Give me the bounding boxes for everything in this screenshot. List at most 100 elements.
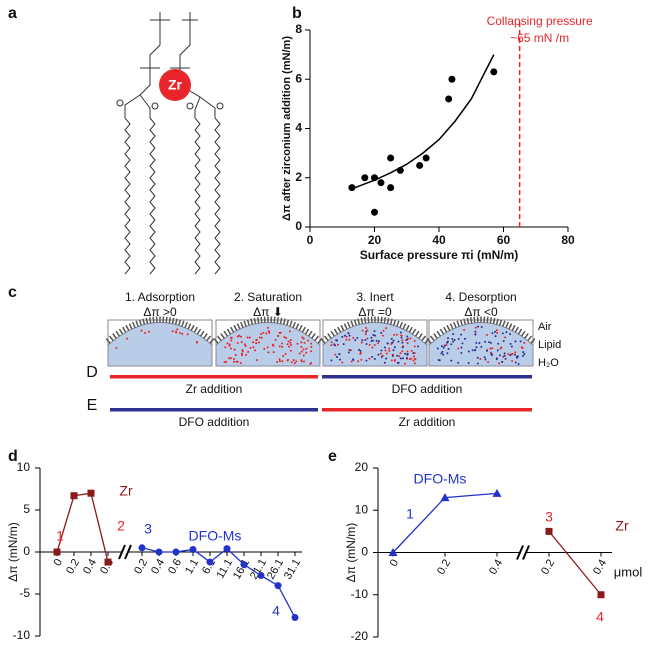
head-group: [179, 20, 191, 68]
molecule-dot: [230, 336, 233, 339]
molecule-dot: [352, 359, 355, 362]
lipid: [323, 335, 329, 342]
molecule-dot: [366, 337, 369, 340]
x-tick-label: 20: [368, 233, 382, 247]
axis-break: [516, 545, 524, 560]
molecule-dot: [413, 340, 416, 343]
molecule-dot: [489, 347, 492, 350]
lipid: [307, 330, 313, 337]
molecule-dot: [292, 359, 295, 362]
lipid: [196, 328, 202, 335]
molecule-dot: [245, 353, 248, 356]
molecule-dot: [244, 344, 247, 347]
y-tick-label: 10: [355, 502, 369, 516]
lipid: [530, 338, 536, 344]
marker: [492, 488, 502, 497]
molecule-dot: [487, 361, 490, 364]
molecule-dot: [241, 354, 244, 357]
series-label: Zr: [615, 518, 629, 534]
molecule-dot: [289, 349, 292, 352]
lipid: [433, 333, 438, 339]
fit-curve: [351, 54, 495, 190]
molecule-dot: [446, 340, 449, 343]
y-tick-label: 10: [17, 460, 31, 474]
lipid: [226, 328, 232, 335]
molecule-dot: [368, 343, 371, 346]
molecule-dot: [289, 338, 292, 341]
lipid: [505, 321, 509, 328]
lipid: [295, 323, 300, 330]
molecule-dot: [385, 357, 388, 360]
lipid: [443, 326, 448, 333]
molecule-dot: [401, 357, 404, 360]
molecule-dot: [497, 342, 500, 345]
ion-circle: [159, 69, 191, 101]
annotation: 4: [272, 603, 280, 619]
molecule-dot: [401, 339, 404, 342]
lipid: [199, 330, 205, 337]
annotation: 4: [596, 609, 604, 625]
lipid: [292, 321, 296, 328]
molecule-dot: [176, 328, 179, 331]
lipid: [411, 328, 417, 335]
annotation: 3: [144, 521, 152, 537]
y-tick-label: 0: [23, 544, 30, 558]
molecule-dot: [365, 330, 368, 333]
molecule-dot: [450, 343, 453, 346]
oxygen: [216, 102, 224, 110]
molecule-dot: [404, 362, 407, 365]
lipid: [240, 321, 244, 328]
molecule-dot: [380, 331, 383, 334]
molecule-dot: [474, 348, 477, 351]
lipid: [511, 324, 516, 331]
molecule-dot: [464, 337, 467, 340]
molecule-dot: [382, 329, 385, 332]
x-tick-label: 80: [561, 233, 575, 247]
molecule-dot: [302, 337, 305, 340]
point: [445, 95, 453, 103]
molecule-dot: [395, 333, 398, 336]
molecule-dot: [366, 329, 369, 332]
molecule-dot: [463, 328, 466, 331]
lipid: [193, 326, 198, 333]
series-line: [56, 492, 109, 563]
molecule-dot: [521, 347, 524, 350]
molecule-dot: [271, 343, 274, 346]
molecule-dot: [436, 347, 439, 350]
oxygen: [116, 99, 124, 107]
lipid: [418, 333, 423, 339]
molecule-dot: [140, 329, 143, 332]
lipid: [282, 318, 286, 325]
segment-label: DFO addition: [179, 415, 250, 429]
molecule-dot: [364, 333, 367, 336]
molecule-dot: [474, 326, 477, 329]
stage-effect: Δπ >0: [143, 305, 177, 319]
lipid-tail: [214, 117, 221, 275]
lipid: [386, 317, 390, 324]
molecule-dot: [246, 336, 249, 339]
lipid: [260, 316, 263, 323]
molecule-dot: [368, 357, 371, 360]
molecule-dot: [371, 346, 374, 349]
molecule-dot: [266, 326, 269, 329]
molecule-dot: [277, 334, 280, 337]
marker: [291, 614, 299, 622]
molecule-dot: [503, 352, 506, 355]
lipid: [380, 316, 383, 323]
molecule-dot: [443, 344, 446, 347]
x-tick-label: 1.1: [183, 557, 201, 576]
y-tick-label: -10: [351, 587, 369, 601]
x-tick-label: 0.2: [539, 557, 557, 576]
molecule-dot: [249, 346, 252, 349]
molecule-dot: [186, 333, 189, 336]
x-tick-label: 0.4: [81, 557, 99, 576]
y-axis-label: Δπ after zirconium addition (mN/m): [281, 36, 293, 221]
lipid: [148, 317, 152, 324]
lipid: [145, 317, 149, 324]
segment-bar: [110, 408, 318, 412]
stage-title: 3. Inert: [356, 290, 394, 304]
molecule-dot: [514, 353, 517, 356]
molecule-dot: [364, 339, 367, 342]
molecule-dot: [371, 355, 374, 358]
